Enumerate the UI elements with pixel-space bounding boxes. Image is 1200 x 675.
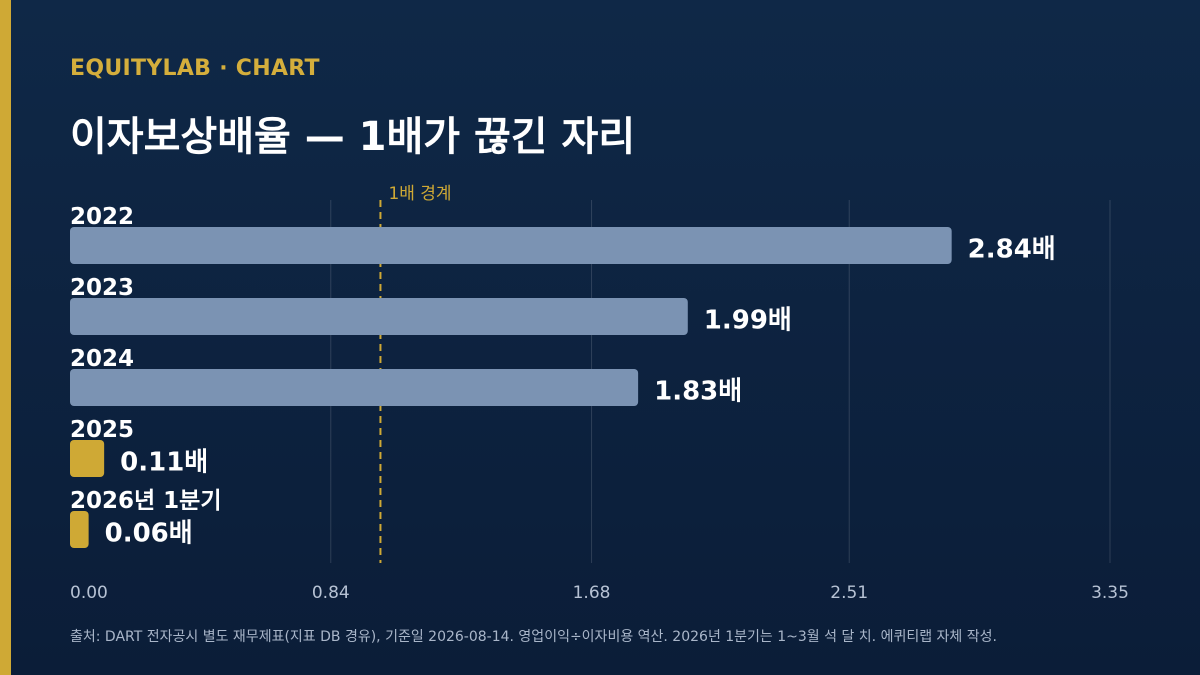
category-label: 2023 xyxy=(70,275,134,301)
x-tick-label: 0.00 xyxy=(70,583,108,603)
bar xyxy=(70,227,952,264)
source-note: 출처: DART 전자공시 별도 재무제표(지표 DB 경유), 기준일 202… xyxy=(70,629,997,645)
category-label: 2025 xyxy=(70,417,134,443)
category-label: 2026년 1분기 xyxy=(70,488,222,514)
x-tick-label: 2.51 xyxy=(830,583,868,603)
category-label: 2024 xyxy=(70,346,134,372)
x-tick-label: 3.35 xyxy=(1091,583,1129,603)
x-tick-label: 1.68 xyxy=(573,583,611,603)
value-label: 0.11배 xyxy=(120,448,208,478)
bar xyxy=(70,298,688,335)
value-label: 1.99배 xyxy=(704,306,792,336)
bar xyxy=(70,440,105,477)
accent-bar xyxy=(0,0,11,675)
value-label: 2.84배 xyxy=(968,235,1056,265)
category-label: 2022 xyxy=(70,204,134,230)
value-label: 0.06배 xyxy=(105,519,193,549)
value-label: 1.83배 xyxy=(654,377,742,407)
bar xyxy=(70,369,639,406)
x-tick-label: 0.84 xyxy=(312,583,350,603)
reference-line-label: 1배 경계 xyxy=(388,184,451,204)
chart-title: 이자보상배율 — 1배가 끊긴 자리 xyxy=(70,114,636,160)
brand-label: EQUITYLAB · CHART xyxy=(70,56,320,81)
bar xyxy=(70,511,89,548)
